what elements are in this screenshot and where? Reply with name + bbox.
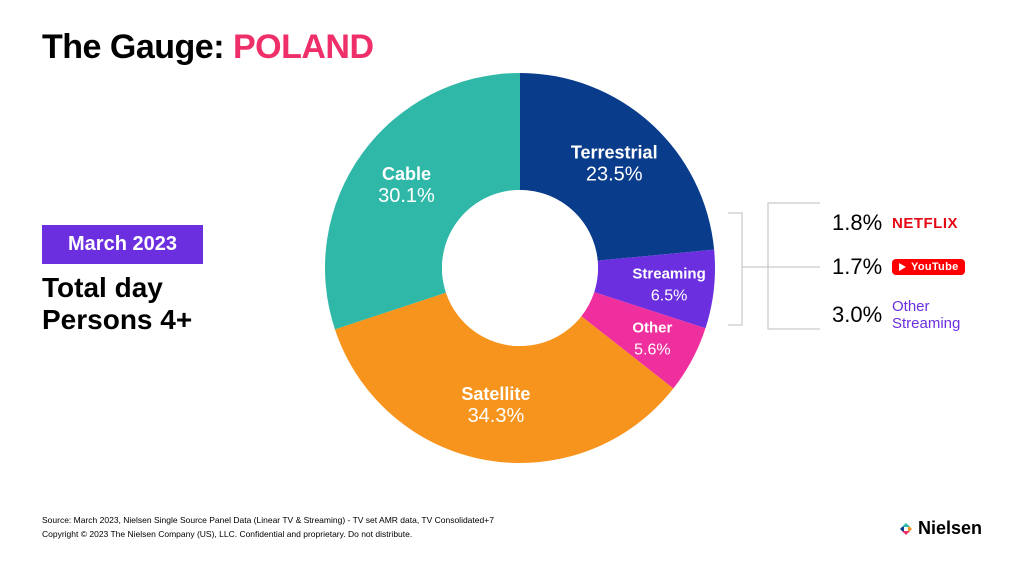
other-streaming-label: Other Streaming bbox=[892, 298, 960, 333]
slice-label-cable: Cable bbox=[382, 164, 431, 184]
source-text: Source: March 2023, Nielsen Single Sourc… bbox=[42, 515, 494, 527]
breakdown-pct: 1.8% bbox=[832, 210, 892, 236]
youtube-text: YouTube bbox=[911, 261, 959, 273]
breakdown-bracket bbox=[720, 195, 830, 350]
subtitle: Total day Persons 4+ bbox=[42, 272, 192, 336]
breakdown-row-youtube: 1.7% YouTube bbox=[832, 254, 1012, 280]
nielsen-mark-icon bbox=[898, 521, 914, 537]
streaming-breakdown: 1.8% NETFLIX 1.7% YouTube 3.0% Other Str… bbox=[832, 210, 1012, 351]
slice-label-other: Other bbox=[632, 320, 672, 337]
youtube-play-icon bbox=[896, 262, 908, 272]
breakdown-pct: 3.0% bbox=[832, 302, 892, 328]
slice-pct-other: 5.6% bbox=[634, 342, 670, 359]
slice-pct-streaming: 6.5% bbox=[651, 287, 687, 304]
donut-hole bbox=[442, 190, 598, 346]
nielsen-logo-text: Nielsen bbox=[918, 518, 982, 539]
slice-label-streaming: Streaming bbox=[632, 265, 705, 282]
netflix-logo: NETFLIX bbox=[892, 215, 958, 232]
subtitle-line1: Total day bbox=[42, 272, 192, 304]
donut-svg: Terrestrial23.5% Streaming 6.5% Other 5.6% Sa… bbox=[310, 58, 730, 478]
donut-chart: Terrestrial23.5% Streaming 6.5% Other 5.6% Sa… bbox=[310, 58, 730, 478]
nielsen-logo: Nielsen bbox=[898, 518, 982, 539]
breakdown-row-other: 3.0% Other Streaming bbox=[832, 298, 1012, 333]
page-root: The Gauge: POLAND March 2023 Total day P… bbox=[0, 0, 1024, 561]
slice-label-terrestrial: Terrestrial bbox=[571, 142, 658, 162]
slice-label-satellite: Satellite bbox=[461, 384, 530, 404]
slice-pct-satellite: 34.3% bbox=[468, 405, 525, 427]
copyright-text: Copyright © 2023 The Nielsen Company (US… bbox=[42, 529, 412, 539]
title-prefix: The Gauge: bbox=[42, 28, 233, 66]
slice-pct-cable: 30.1% bbox=[378, 185, 435, 207]
subtitle-line2: Persons 4+ bbox=[42, 304, 192, 336]
slice-pct-terrestrial: 23.5% bbox=[586, 163, 643, 185]
youtube-logo: YouTube bbox=[892, 259, 965, 275]
date-badge: March 2023 bbox=[42, 225, 203, 264]
breakdown-row-netflix: 1.8% NETFLIX bbox=[832, 210, 1012, 236]
breakdown-pct: 1.7% bbox=[832, 254, 892, 280]
